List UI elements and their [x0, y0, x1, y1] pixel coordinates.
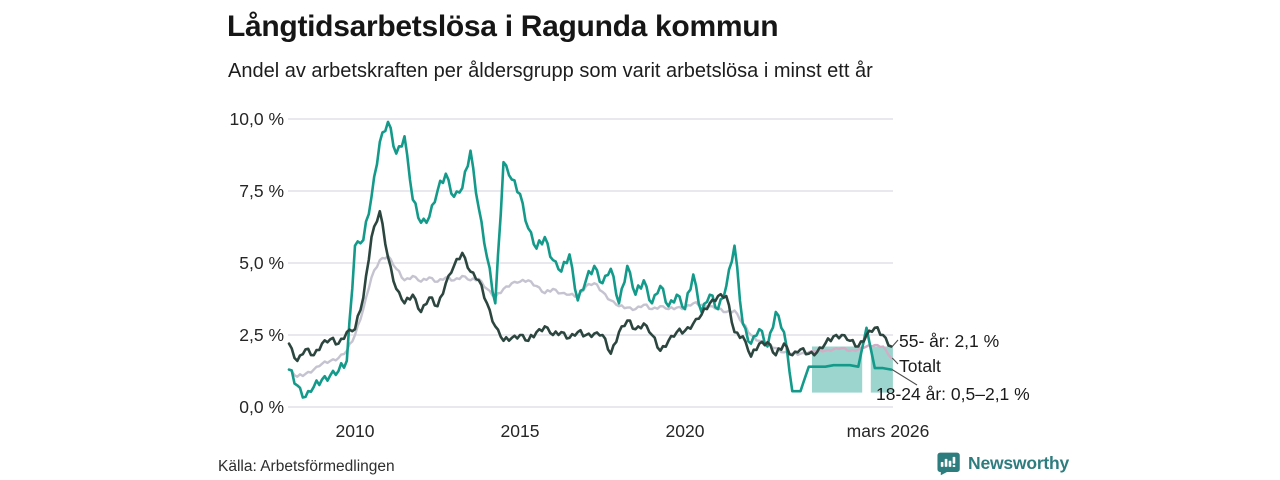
end-label-18-24: 18-24 år: 0,5–2,1 % — [876, 384, 1030, 404]
leader-18-24 — [891, 369, 918, 386]
y-tick-label: 0,0 % — [239, 397, 284, 417]
line-55plus — [287, 209, 893, 363]
leader-totalt — [891, 357, 899, 365]
end-label-totalt: Totalt — [899, 356, 941, 376]
x-tick-label: 2020 — [666, 421, 705, 441]
leader-55plus — [891, 339, 899, 347]
x-tick-label: 2010 — [336, 421, 375, 441]
line-totalt-projected — [807, 343, 893, 360]
x-tick-label: mars 2026 — [847, 421, 930, 441]
y-tick-label: 10,0 % — [230, 109, 284, 129]
uncertainty-band — [870, 346, 893, 393]
newsworthy-wordmark: Newsworthy — [968, 453, 1070, 473]
x-tick-label: 2015 — [501, 421, 540, 441]
line-totalt — [287, 254, 810, 378]
newsworthy-logo: Newsworthy — [936, 451, 1069, 476]
line-18-24 — [287, 120, 893, 399]
y-tick-label: 2,5 % — [239, 325, 284, 345]
end-label-55plus: 55- år: 2,1 % — [899, 331, 1000, 351]
page-subtitle: Andel av arbetskraften per åldersgrupp s… — [228, 60, 873, 82]
y-tick-label: 5,0 % — [239, 253, 284, 273]
source-note: Källa: Arbetsförmedlingen — [218, 458, 395, 475]
newsworthy-logo-icon — [937, 452, 960, 476]
uncertainty-band — [812, 346, 863, 393]
y-tick-label: 7,5 % — [239, 181, 284, 201]
page-title: Långtidsarbetslösa i Ragunda kommun — [227, 10, 779, 43]
